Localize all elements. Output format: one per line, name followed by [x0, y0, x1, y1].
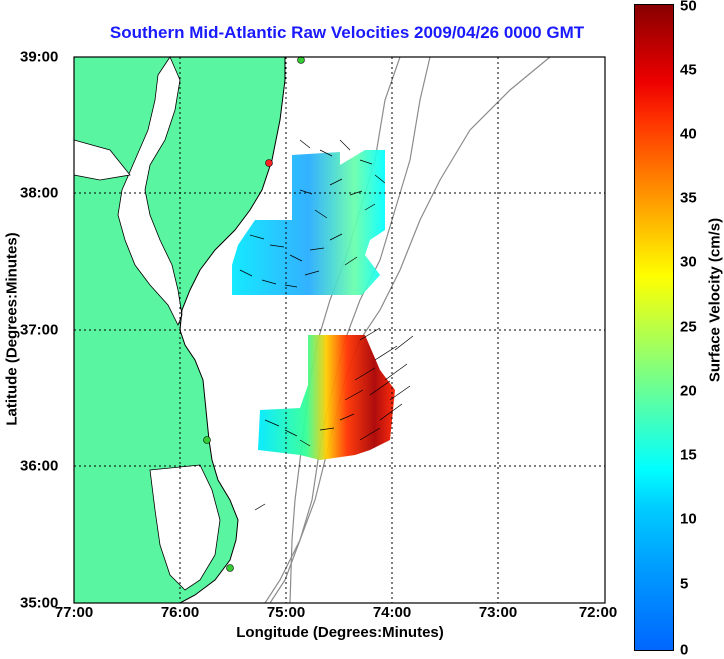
colorbar-tick: 5 [680, 575, 689, 593]
colorbar-label: Surface Velocity (cm/s) [706, 217, 724, 383]
colorbar-tick: 0 [680, 641, 689, 659]
station-marker [265, 159, 273, 167]
velocity-vectors [239, 139, 414, 511]
y-tick-label: 37:00 [20, 321, 59, 339]
coastline [179, 57, 286, 604]
x-tick-label: 76:00 [160, 604, 200, 621]
pamlico-sound [149, 464, 221, 591]
y-tick-label: 35:00 [20, 594, 59, 612]
x-tick-label: 75:00 [266, 604, 306, 621]
plot-frame [73, 56, 606, 604]
velocity-field-north [232, 150, 385, 295]
velocity-field-south [258, 335, 395, 460]
station-marker [203, 436, 211, 444]
y-axis-label: Latitude (Degrees:Minutes) [3, 232, 21, 426]
colorbar-tick: 30 [680, 253, 697, 271]
colorbar-tick: 40 [680, 125, 697, 143]
grid-lines [74, 57, 605, 603]
y-tick-label: 38:00 [20, 184, 59, 202]
x-tick-label: 74:00 [372, 604, 412, 621]
x-tick-label: 73:00 [478, 604, 518, 621]
station-marker [226, 564, 234, 572]
colorbar-tick: 35 [680, 189, 697, 207]
x-tick-label: 77:00 [54, 604, 94, 621]
y-tick-label: 39:00 [20, 48, 59, 66]
x-tick-label: 72:00 [578, 604, 618, 621]
y-tick-label: 36:00 [20, 457, 59, 475]
map-title: Southern Mid-Atlantic Raw Velocities 200… [109, 23, 585, 42]
colorbar-tick: 10 [680, 510, 697, 528]
chesapeake-bay [117, 56, 183, 326]
colorbar [634, 4, 674, 651]
colorbar-tick: 50 [680, 0, 697, 15]
colorbar-tick: 25 [680, 318, 697, 336]
colorbar-tick: 45 [680, 61, 697, 79]
x-axis-label: Longitude (Degrees:Minutes) [236, 624, 444, 641]
colorbar-tick: 20 [680, 382, 697, 400]
colorbar-tick: 15 [680, 446, 697, 464]
